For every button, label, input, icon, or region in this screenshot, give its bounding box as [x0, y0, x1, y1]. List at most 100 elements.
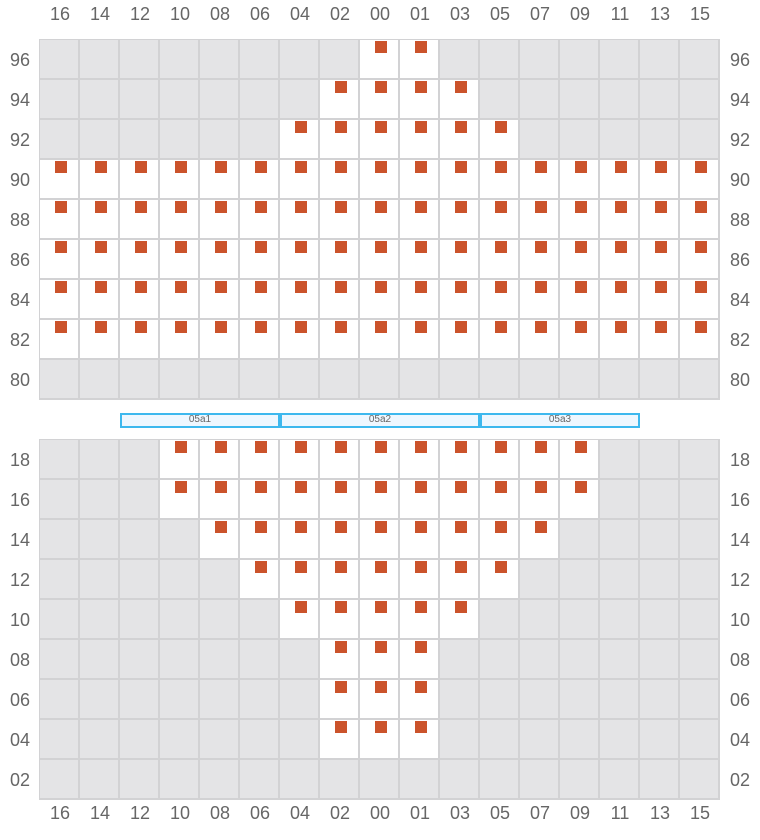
seat-cell[interactable]	[80, 240, 118, 278]
seat-cell[interactable]	[40, 320, 78, 358]
seat-cell[interactable]	[80, 320, 118, 358]
seat-cell[interactable]	[480, 560, 518, 598]
seat-cell[interactable]	[440, 280, 478, 318]
seat-cell[interactable]	[360, 320, 398, 358]
seat-cell[interactable]	[400, 600, 438, 638]
seat-cell[interactable]	[440, 80, 478, 118]
seat-cell[interactable]	[320, 600, 358, 638]
seat-cell[interactable]	[280, 520, 318, 558]
seat-cell[interactable]	[400, 280, 438, 318]
seat-cell[interactable]	[440, 520, 478, 558]
seat-cell[interactable]	[320, 320, 358, 358]
seat-cell[interactable]	[240, 280, 278, 318]
seat-cell[interactable]	[320, 520, 358, 558]
seat-cell[interactable]	[40, 160, 78, 198]
seat-cell[interactable]	[240, 560, 278, 598]
seat-cell[interactable]	[200, 520, 238, 558]
seat-cell[interactable]	[560, 480, 598, 518]
seat-cell[interactable]	[400, 200, 438, 238]
seat-cell[interactable]	[120, 320, 158, 358]
seat-cell[interactable]	[520, 480, 558, 518]
seat-cell[interactable]	[400, 720, 438, 758]
seat-cell[interactable]	[120, 160, 158, 198]
seat-cell[interactable]	[600, 280, 638, 318]
seat-cell[interactable]	[360, 600, 398, 638]
seat-cell[interactable]	[480, 320, 518, 358]
seat-cell[interactable]	[560, 200, 598, 238]
seat-cell[interactable]	[240, 480, 278, 518]
seat-cell[interactable]	[320, 560, 358, 598]
seat-cell[interactable]	[520, 440, 558, 478]
seat-cell[interactable]	[640, 240, 678, 278]
seat-cell[interactable]	[320, 280, 358, 318]
seat-cell[interactable]	[600, 320, 638, 358]
seat-cell[interactable]	[280, 120, 318, 158]
seat-cell[interactable]	[40, 240, 78, 278]
seat-cell[interactable]	[280, 280, 318, 318]
seat-cell[interactable]	[160, 160, 198, 198]
seat-cell[interactable]	[400, 240, 438, 278]
seat-cell[interactable]	[680, 280, 718, 318]
seat-cell[interactable]	[200, 440, 238, 478]
seat-cell[interactable]	[240, 320, 278, 358]
seat-cell[interactable]	[360, 480, 398, 518]
seat-cell[interactable]	[280, 160, 318, 198]
seat-cell[interactable]	[400, 560, 438, 598]
seat-cell[interactable]	[360, 520, 398, 558]
seat-cell[interactable]	[280, 480, 318, 518]
seat-cell[interactable]	[240, 520, 278, 558]
seat-cell[interactable]	[320, 80, 358, 118]
seat-cell[interactable]	[440, 120, 478, 158]
seat-cell[interactable]	[560, 240, 598, 278]
seat-cell[interactable]	[240, 440, 278, 478]
seat-cell[interactable]	[200, 320, 238, 358]
seat-cell[interactable]	[240, 160, 278, 198]
seat-cell[interactable]	[360, 720, 398, 758]
seat-cell[interactable]	[280, 200, 318, 238]
seat-cell[interactable]	[480, 280, 518, 318]
seat-cell[interactable]	[600, 200, 638, 238]
seat-cell[interactable]	[160, 320, 198, 358]
seat-cell[interactable]	[520, 240, 558, 278]
seat-cell[interactable]	[360, 280, 398, 318]
seat-cell[interactable]	[520, 280, 558, 318]
seat-cell[interactable]	[280, 600, 318, 638]
seat-cell[interactable]	[160, 240, 198, 278]
seat-cell[interactable]	[440, 160, 478, 198]
seat-cell[interactable]	[120, 200, 158, 238]
seat-cell[interactable]	[200, 200, 238, 238]
seat-cell[interactable]	[360, 120, 398, 158]
seat-cell[interactable]	[360, 560, 398, 598]
seat-cell[interactable]	[680, 240, 718, 278]
seat-cell[interactable]	[680, 200, 718, 238]
seat-cell[interactable]	[680, 160, 718, 198]
seat-cell[interactable]	[360, 680, 398, 718]
seat-cell[interactable]	[240, 200, 278, 238]
seat-cell[interactable]	[360, 200, 398, 238]
seat-cell[interactable]	[520, 200, 558, 238]
seat-cell[interactable]	[400, 480, 438, 518]
seat-cell[interactable]	[640, 160, 678, 198]
seat-cell[interactable]	[360, 440, 398, 478]
seat-cell[interactable]	[80, 160, 118, 198]
seat-cell[interactable]	[160, 200, 198, 238]
seat-cell[interactable]	[440, 600, 478, 638]
seat-cell[interactable]	[640, 280, 678, 318]
seat-cell[interactable]	[280, 320, 318, 358]
seat-cell[interactable]	[400, 680, 438, 718]
seat-cell[interactable]	[480, 240, 518, 278]
seat-cell[interactable]	[360, 640, 398, 678]
seat-cell[interactable]	[600, 160, 638, 198]
seat-cell[interactable]	[400, 440, 438, 478]
seat-cell[interactable]	[520, 160, 558, 198]
seat-cell[interactable]	[480, 200, 518, 238]
seat-cell[interactable]	[400, 40, 438, 78]
seat-cell[interactable]	[400, 520, 438, 558]
seat-cell[interactable]	[520, 320, 558, 358]
seat-cell[interactable]	[200, 240, 238, 278]
seat-cell[interactable]	[320, 440, 358, 478]
seat-cell[interactable]	[440, 240, 478, 278]
seat-cell[interactable]	[320, 200, 358, 238]
seat-cell[interactable]	[400, 80, 438, 118]
seat-cell[interactable]	[120, 280, 158, 318]
